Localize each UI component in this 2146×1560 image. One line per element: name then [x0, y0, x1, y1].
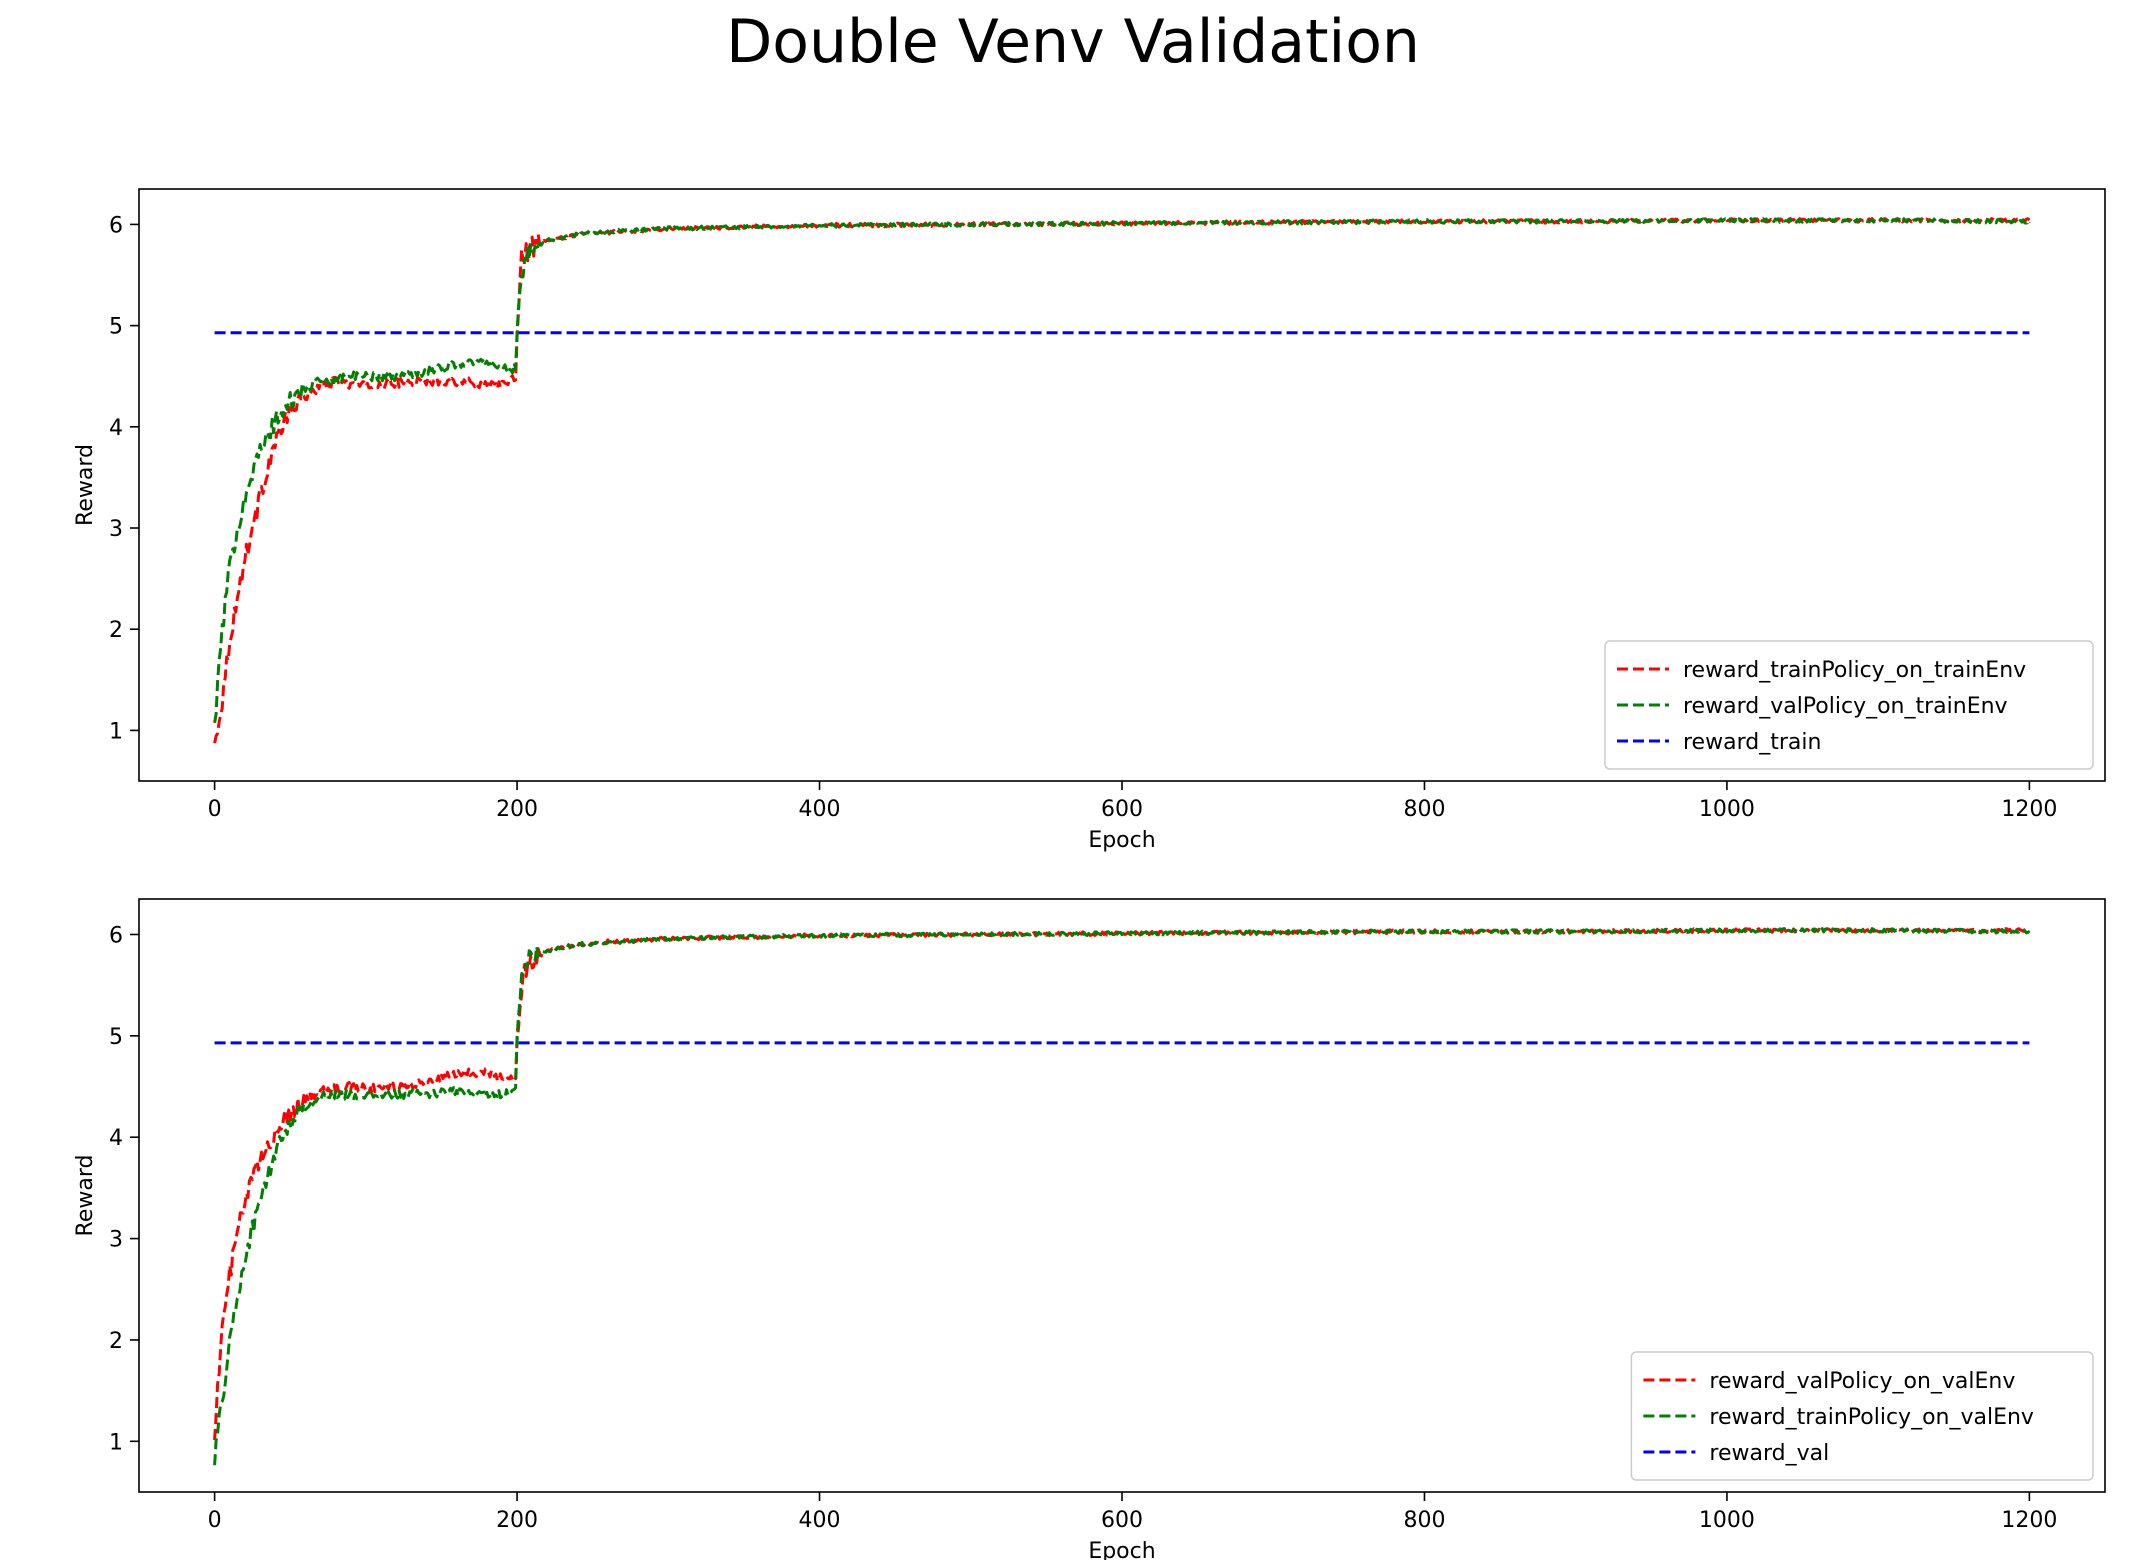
y-tick-label: 5 [109, 315, 123, 340]
series-group [213, 217, 2031, 744]
y-tick-label: 6 [109, 213, 123, 238]
x-tick-label: 0 [208, 1508, 222, 1533]
y-tick-label: 1 [109, 719, 123, 744]
y-tick-label: 2 [109, 1329, 123, 1354]
y-axis-label: Reward [73, 444, 98, 526]
y-tick-label: 4 [109, 1126, 123, 1151]
series-line-2 [213, 927, 2031, 1466]
series-group [213, 927, 2031, 1466]
legend: reward_trainPolicy_on_trainEnv reward_val… [1604, 640, 2094, 770]
legend-label: reward_train [1683, 730, 1821, 755]
x-tick-label: 200 [496, 1508, 538, 1533]
x-tick-label: 1200 [2001, 1508, 2057, 1533]
chart-panel-1: 0 200 400 600 800 1000 1200 1 2 3 4 5 6 Epoch Reward re… [73, 188, 2106, 853]
legend-label: reward_val [1709, 1441, 1829, 1466]
legend-label: reward_trainPolicy_on_valEnv [1709, 1405, 2034, 1430]
x-tick-label: 600 [1101, 797, 1143, 822]
y-axis-label: Reward [73, 1155, 98, 1237]
y-tick-label: 4 [109, 416, 123, 441]
legend-label: reward_trainPolicy_on_trainEnv [1683, 658, 2026, 683]
x-axis-label: Epoch [1088, 828, 1155, 853]
legend: reward_valPolicy_on_valEnv reward_trainPo… [1630, 1351, 2094, 1481]
x-tick-label: 800 [1403, 797, 1445, 822]
y-tick-label: 6 [109, 923, 123, 948]
y-tick-label: 3 [109, 1228, 123, 1253]
x-tick-label: 800 [1403, 1508, 1445, 1533]
x-tick-label: 0 [208, 797, 222, 822]
x-axis-label: Epoch [1088, 1539, 1155, 1560]
legend-label: reward_valPolicy_on_trainEnv [1683, 694, 2008, 719]
chart-panel-2: 0 200 400 600 800 1000 1200 1 2 3 4 5 6 Epoch Reward re… [73, 898, 2106, 1560]
legend-label: reward_valPolicy_on_valEnv [1709, 1369, 2015, 1394]
series-line-2 [213, 217, 2031, 724]
legend-box [1630, 1351, 2094, 1481]
x-tick-label: 600 [1101, 1508, 1143, 1533]
y-tick-label: 5 [109, 1025, 123, 1050]
x-tick-label: 400 [799, 797, 841, 822]
y-tick-label: 3 [109, 517, 123, 542]
legend-box [1604, 640, 2094, 770]
x-tick-label: 1000 [1699, 1508, 1755, 1533]
figure-title: Double Venv Validation [726, 7, 1420, 77]
y-tick-label: 1 [109, 1430, 123, 1455]
x-tick-label: 200 [496, 797, 538, 822]
x-tick-label: 400 [799, 1508, 841, 1533]
x-tick-label: 1000 [1699, 797, 1755, 822]
x-tick-label: 1200 [2001, 797, 2057, 822]
y-tick-label: 2 [109, 618, 123, 643]
